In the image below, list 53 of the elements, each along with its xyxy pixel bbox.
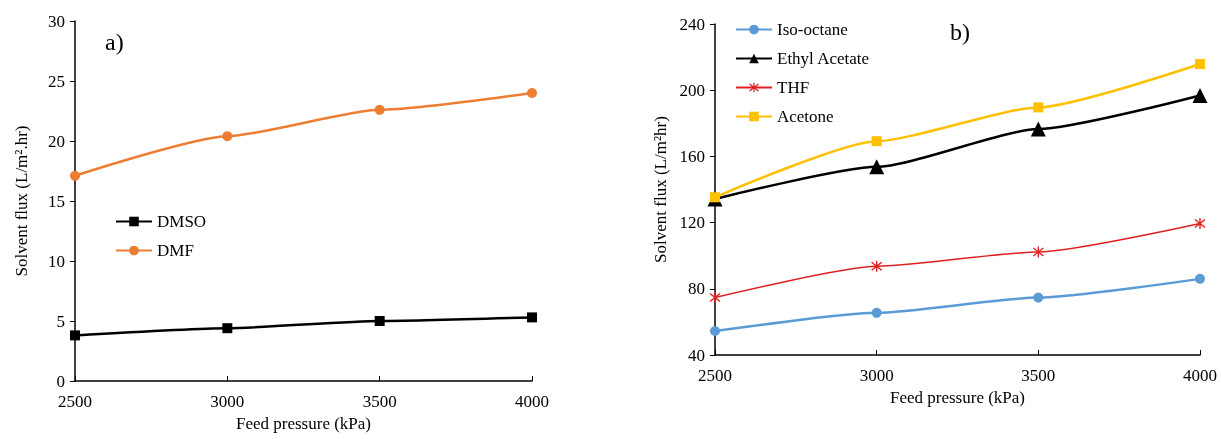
legend-label: Ethyl Acetate	[777, 49, 870, 68]
y-tick-label: 5	[56, 311, 65, 331]
y-tick-label: 20	[48, 131, 65, 151]
point	[869, 159, 885, 175]
y-tick-label: 15	[48, 191, 65, 211]
x-axis-title: Feed pressure (kPa)	[235, 414, 372, 433]
y-tick-label: 10	[48, 251, 65, 271]
point	[1195, 59, 1205, 70]
point	[1195, 273, 1205, 284]
point	[1033, 102, 1044, 113]
point	[871, 307, 882, 318]
x-tick-label: 4000	[515, 392, 549, 411]
y-tick-label: 80	[688, 279, 705, 299]
annotation: a)	[105, 29, 124, 55]
y-tick-label: 0	[56, 371, 65, 391]
x-tick-label: 4000	[1183, 366, 1217, 385]
point	[527, 88, 537, 98]
legend-label: THF	[777, 78, 810, 97]
x-tick-label: 3000	[210, 392, 245, 411]
x-tick-label: 3500	[362, 392, 397, 411]
y-tick-label: 120	[679, 213, 705, 233]
point	[374, 316, 385, 326]
y-tick-label: 40	[688, 345, 705, 365]
legend-label: DMSO	[157, 212, 207, 231]
x-axis-title: Feed pressure (kPa)	[889, 388, 1026, 407]
y-axis-title: Solvent flux (L/m²hr)	[650, 116, 670, 263]
y-tick-label: 240	[679, 14, 705, 34]
x-tick-label: 3500	[1021, 366, 1056, 385]
point	[1033, 292, 1044, 303]
legend-label: Iso-octane	[777, 20, 848, 39]
y-axis-title: Solvent flux (L/m².hr)	[12, 125, 31, 277]
y-tick-label: 200	[679, 80, 705, 100]
point	[1192, 88, 1208, 103]
point	[1030, 121, 1046, 137]
point	[222, 131, 233, 142]
point	[871, 136, 882, 147]
x-tick-label: 2500	[698, 366, 732, 385]
x-tick-label: 3000	[859, 366, 894, 385]
point	[709, 292, 721, 304]
y-tick-label: 25	[48, 71, 65, 91]
x-tick-label: 2500	[58, 392, 92, 411]
point	[710, 326, 720, 336]
point	[527, 312, 537, 323]
annotation: b)	[950, 19, 970, 45]
point	[222, 323, 233, 334]
legend-label: Acetone	[777, 107, 834, 126]
point	[70, 330, 80, 341]
point	[1194, 217, 1206, 229]
point	[70, 170, 80, 181]
y-tick-label: 160	[679, 146, 705, 166]
y-tick-label: 30	[48, 11, 65, 31]
legend-label: DMF	[157, 241, 194, 260]
point	[374, 104, 385, 115]
